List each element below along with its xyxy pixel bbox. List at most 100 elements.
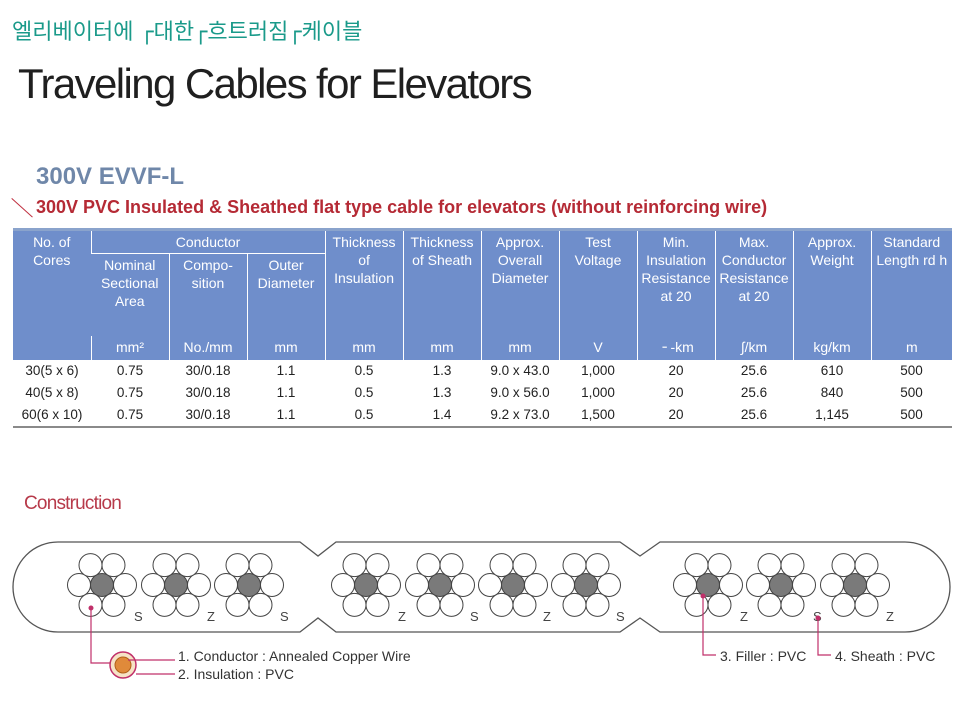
strand-wire	[489, 592, 514, 617]
table-cell: 30/0.18	[185, 385, 231, 400]
header-cores: No. of Cores	[13, 231, 91, 336]
table-cell: 25.6	[740, 385, 768, 400]
strand-wire	[416, 553, 441, 578]
twist-label: Z	[398, 609, 406, 624]
spec-table-wrapper: No. of Cores Conductor Thickness of Insu…	[13, 228, 953, 428]
strand-wire	[585, 592, 610, 617]
table-cell: 500	[900, 385, 923, 400]
strand-wire	[101, 592, 126, 617]
header-thickness-sheath: Thickness of Sheath	[402, 231, 482, 336]
strand-wire	[342, 553, 367, 578]
strand-wire	[757, 592, 782, 617]
table-cell: 1.1	[276, 363, 296, 378]
unit-cell: mm	[402, 335, 482, 360]
table-cell: 20	[637, 403, 716, 428]
unit-cell: ╶ -km	[636, 335, 716, 360]
unit-cell	[13, 335, 91, 360]
header-composition: Compo- sition	[168, 253, 247, 336]
table-cell: 1.1	[276, 385, 296, 400]
unit-cell: mm	[480, 335, 560, 360]
strand-wire	[562, 592, 587, 617]
header-overall-diameter: Approx. Overall Diameter	[480, 231, 560, 336]
conductor-sample-inner	[114, 656, 132, 674]
legend-conductor: 1. Conductor : Annealed Copper Wire	[178, 648, 411, 664]
strand-wire	[585, 553, 610, 578]
table-cell: 60(6 x 10)	[13, 403, 91, 428]
strand-wire	[684, 592, 709, 617]
twist-label: Z	[886, 609, 894, 624]
korean-title: 엘리베이터에 ┌대한┌흐트러짐┌케이블	[12, 20, 363, 45]
strand-wire	[673, 573, 697, 597]
table-cell: 30/0.18	[185, 363, 231, 378]
strand-wire	[780, 553, 805, 578]
leader-dot	[700, 593, 706, 599]
strand-wire	[248, 553, 273, 578]
table-cell: 25.6	[715, 403, 794, 428]
twist-label: S	[134, 609, 143, 624]
twist-label: Z	[543, 609, 551, 624]
table-cell: 1,145	[793, 403, 872, 428]
strand-wire	[854, 553, 879, 578]
core-wire	[696, 573, 720, 597]
strand-wire	[707, 592, 732, 617]
strand-wire	[152, 592, 177, 617]
table-cell: 20	[668, 385, 684, 400]
strand-wire	[365, 553, 390, 578]
table-cell: 9.2 x 73.0	[481, 403, 560, 428]
table-cell: 40(5 x 8)	[25, 385, 79, 400]
strand-wire	[175, 553, 200, 578]
table-row: 30(5 x 6) 0.75 30/0.18 1.1 0.5 1.3 9.0 x…	[13, 360, 952, 382]
table-cell: 9.0 x 43.0	[490, 363, 550, 378]
table-top-border	[13, 228, 952, 231]
table-cell: 0.75	[91, 403, 169, 428]
strand-wire	[405, 573, 429, 597]
table-cell: 0.5	[354, 363, 374, 378]
conductor-bundles	[67, 553, 890, 617]
spec-table: No. of Cores Conductor Thickness of Insu…	[13, 231, 953, 428]
page-title: Traveling Cables for Elevators	[18, 60, 533, 107]
strand-wire	[78, 553, 103, 578]
subtitle-accent-line	[11, 198, 33, 218]
strand-wire	[478, 573, 502, 597]
table-cell: 500	[871, 403, 953, 428]
header-standard-length: Standard Length rd h	[870, 231, 953, 336]
strand-wire	[214, 573, 238, 597]
strand-wire	[187, 573, 211, 597]
strand-wire	[820, 573, 844, 597]
strand-wire	[757, 553, 782, 578]
units-row: mm² No./mm mm mm mm mm V ╶ -km ∫/km kg/k…	[13, 335, 953, 360]
unit-cell: No./mm	[168, 335, 247, 360]
unit-cell: mm	[246, 335, 326, 360]
twist-label: S	[280, 609, 289, 624]
strand-wire	[331, 573, 355, 597]
twist-label: Z	[740, 609, 748, 624]
header-weight: Approx. Weight	[792, 231, 872, 336]
leader-dot	[88, 605, 94, 611]
core-wire	[90, 573, 114, 597]
page-subtitle: 300V PVC Insulated & Sheathed flat type …	[36, 197, 768, 217]
strand-wire	[260, 573, 284, 597]
table-cell: 1,000	[581, 363, 615, 378]
table-cell: 1,000	[581, 385, 615, 400]
strand-wire	[866, 573, 890, 597]
strand-wire	[707, 553, 732, 578]
table-cell: 1.1	[247, 403, 326, 428]
strand-wire	[746, 573, 770, 597]
table-row: 40(5 x 8) 0.75 30/0.18 1.1 0.5 1.3 9.0 x…	[13, 382, 952, 404]
strand-wire	[780, 592, 805, 617]
strand-wire	[489, 553, 514, 578]
header-conductor: Conductor	[90, 231, 326, 254]
strand-wire	[225, 553, 250, 578]
strand-wire	[597, 573, 621, 597]
strand-wire	[854, 592, 879, 617]
strand-wire	[365, 592, 390, 617]
table-cell: 30/0.18	[169, 403, 247, 428]
unit-cell: ∫/km	[714, 335, 794, 360]
leader-filler	[702, 596, 716, 656]
unit-cell: kg/km	[792, 335, 872, 360]
strand-wire	[248, 592, 273, 617]
strand-wire	[377, 573, 401, 597]
twist-label: Z	[207, 609, 215, 624]
table-cell: 0.5	[354, 385, 374, 400]
unit-cell: mm²	[90, 335, 169, 360]
